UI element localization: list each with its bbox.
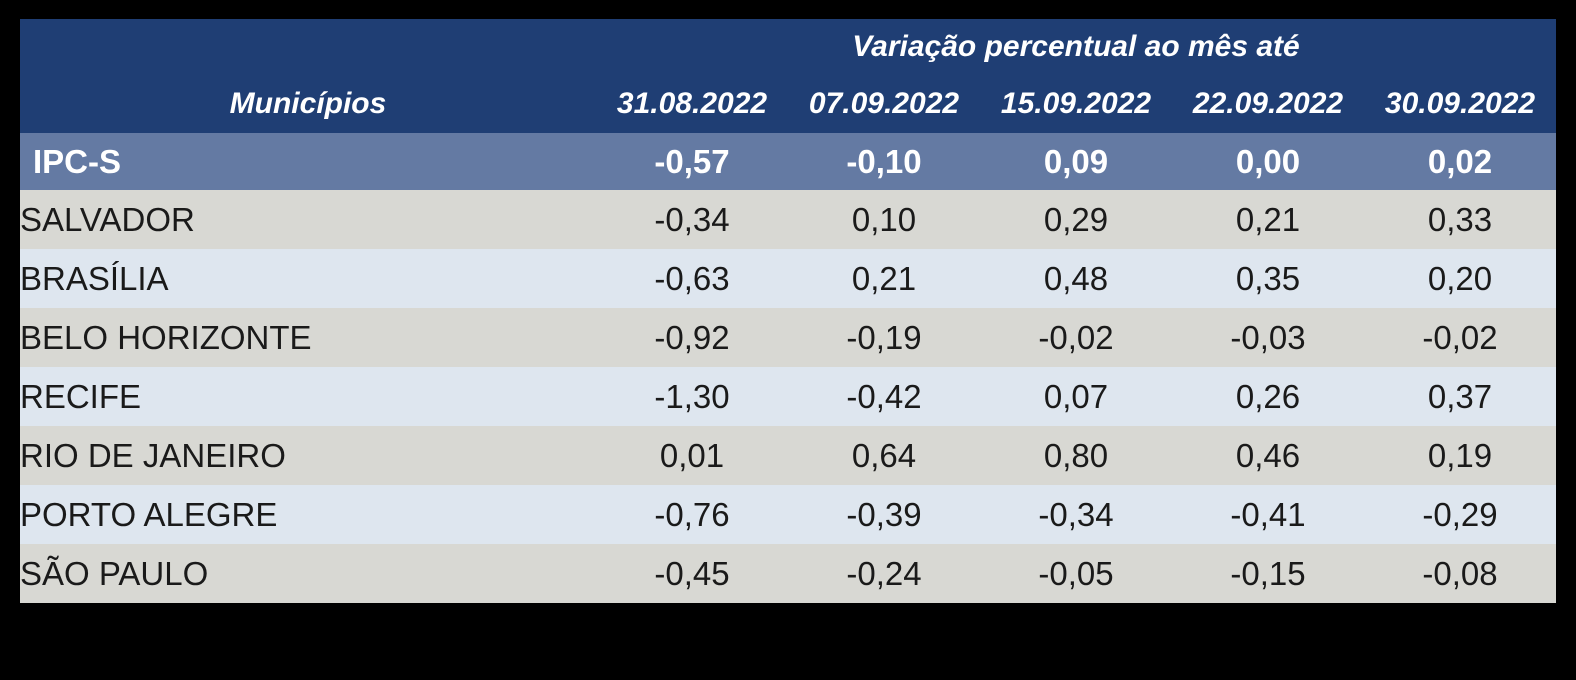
ipc-s-variation-table: Variação percentual ao mês até Município… <box>20 19 1557 603</box>
cell-value: -0,34 <box>596 190 788 249</box>
cell-value: 0,26 <box>1172 367 1364 426</box>
row-label: RIO DE JANEIRO <box>20 426 596 485</box>
cell-value: -0,02 <box>980 308 1172 367</box>
row-porto-alegre: PORTO ALEGRE -0,76 -0,39 -0,34 -0,41 -0,… <box>20 485 1557 544</box>
cell-value: 0,19 <box>1364 426 1557 485</box>
cell-value: 0,37 <box>1364 367 1557 426</box>
row-rio-de-janeiro: RIO DE JANEIRO 0,01 0,64 0,80 0,46 0,19 <box>20 426 1557 485</box>
cell-value: 0,33 <box>1364 190 1557 249</box>
cell-value: 0,80 <box>980 426 1172 485</box>
date-column-header: 15.09.2022 <box>980 75 1172 133</box>
header-corner-cell <box>20 19 596 75</box>
cell-value: -0,08 <box>1364 544 1557 603</box>
date-column-header: 30.09.2022 <box>1364 75 1557 133</box>
cell-value: -0,63 <box>596 249 788 308</box>
cell-value: 0,35 <box>1172 249 1364 308</box>
row-belo-horizonte: BELO HORIZONTE -0,92 -0,19 -0,02 -0,03 -… <box>20 308 1557 367</box>
cell-value: -0,05 <box>980 544 1172 603</box>
cell-value: 0,64 <box>788 426 980 485</box>
cell-value: -0,34 <box>980 485 1172 544</box>
date-column-header: 07.09.2022 <box>788 75 980 133</box>
cell-value: 0,00 <box>1172 133 1364 190</box>
cell-value: -0,24 <box>788 544 980 603</box>
row-label: IPC-S <box>20 133 596 190</box>
row-label: RECIFE <box>20 367 596 426</box>
row-label: SALVADOR <box>20 190 596 249</box>
cell-value: -0,42 <box>788 367 980 426</box>
row-ipc-s: IPC-S -0,57 -0,10 0,09 0,00 0,02 <box>20 133 1557 190</box>
cell-value: 0,20 <box>1364 249 1557 308</box>
cell-value: 0,10 <box>788 190 980 249</box>
cell-value: -0,92 <box>596 308 788 367</box>
cell-value: 0,46 <box>1172 426 1364 485</box>
cell-value: 0,29 <box>980 190 1172 249</box>
cell-value: 0,48 <box>980 249 1172 308</box>
cell-value: 0,01 <box>596 426 788 485</box>
cell-value: -0,76 <box>596 485 788 544</box>
table-title: Variação percentual ao mês até <box>596 19 1557 75</box>
cell-value: -1,30 <box>596 367 788 426</box>
cell-value: -0,57 <box>596 133 788 190</box>
municipios-column-header: Municípios <box>20 75 596 133</box>
cell-value: -0,39 <box>788 485 980 544</box>
row-label: BRASÍLIA <box>20 249 596 308</box>
cell-value: 0,07 <box>980 367 1172 426</box>
row-recife: RECIFE -1,30 -0,42 0,07 0,26 0,37 <box>20 367 1557 426</box>
date-column-header: 31.08.2022 <box>596 75 788 133</box>
row-sao-paulo: SÃO PAULO -0,45 -0,24 -0,05 -0,15 -0,08 <box>20 544 1557 603</box>
row-label: BELO HORIZONTE <box>20 308 596 367</box>
cell-value: 0,09 <box>980 133 1172 190</box>
cell-value: -0,10 <box>788 133 980 190</box>
row-brasilia: BRASÍLIA -0,63 0,21 0,48 0,35 0,20 <box>20 249 1557 308</box>
cell-value: -0,02 <box>1364 308 1557 367</box>
cell-value: -0,45 <box>596 544 788 603</box>
cell-value: -0,41 <box>1172 485 1364 544</box>
cell-value: -0,15 <box>1172 544 1364 603</box>
column-header-row: Municípios 31.08.2022 07.09.2022 15.09.2… <box>20 75 1557 133</box>
cell-value: -0,03 <box>1172 308 1364 367</box>
cell-value: 0,21 <box>1172 190 1364 249</box>
cell-value: -0,29 <box>1364 485 1557 544</box>
table-title-row: Variação percentual ao mês até <box>20 19 1557 75</box>
cell-value: 0,21 <box>788 249 980 308</box>
cell-value: 0,02 <box>1364 133 1557 190</box>
row-salvador: SALVADOR -0,34 0,10 0,29 0,21 0,33 <box>20 190 1557 249</box>
row-label: PORTO ALEGRE <box>20 485 596 544</box>
cell-value: -0,19 <box>788 308 980 367</box>
date-column-header: 22.09.2022 <box>1172 75 1364 133</box>
row-label: SÃO PAULO <box>20 544 596 603</box>
